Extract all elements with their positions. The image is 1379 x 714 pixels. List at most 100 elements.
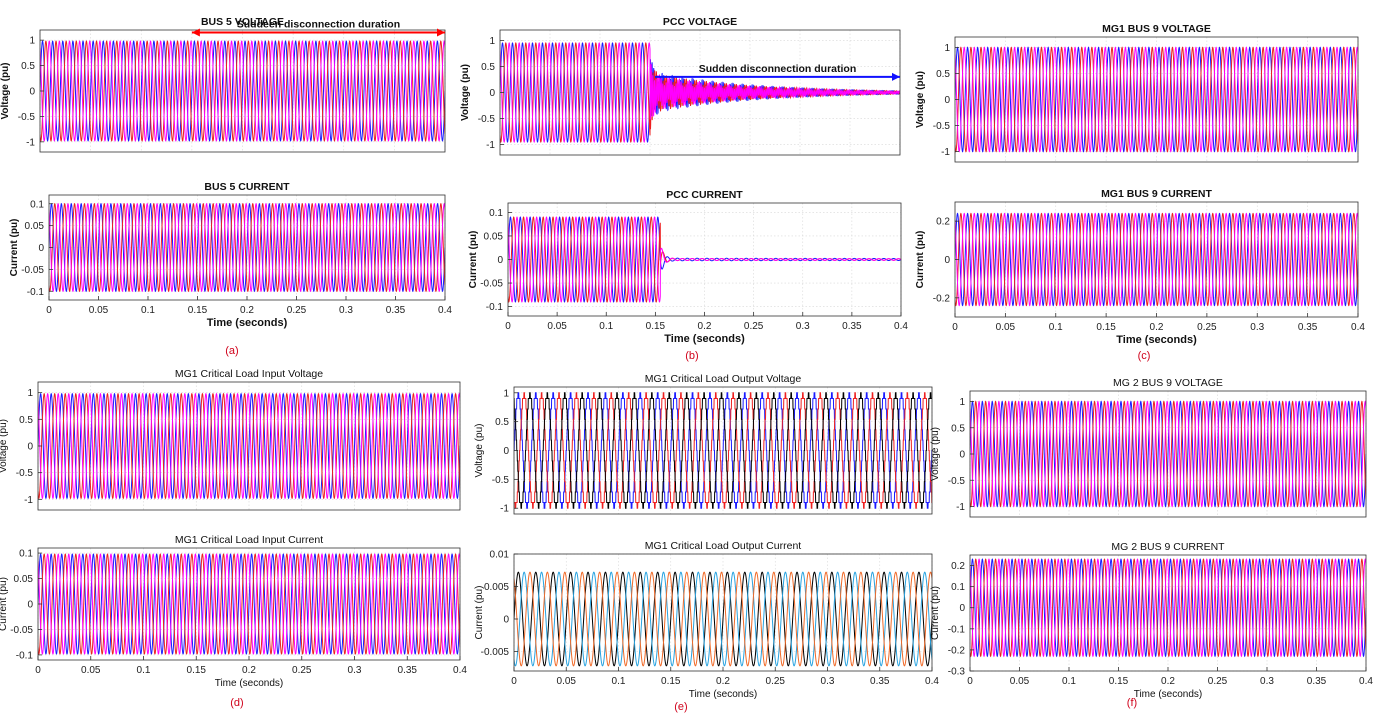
- y-tick-label: -0.005: [481, 647, 510, 658]
- y-tick-label: 0: [38, 243, 44, 254]
- chart-title: PCC CURRENT: [666, 189, 743, 201]
- panel-label-a: (a): [225, 345, 238, 357]
- x-tick-label: 0.25: [292, 665, 312, 676]
- y-tick-label: 0.2: [951, 561, 965, 572]
- x-tick-label: 0.4: [925, 676, 939, 687]
- chart-title: BUS 5 VOLTAGE: [201, 16, 284, 28]
- x-tick-label: 0.15: [1096, 322, 1116, 333]
- x-axis-label: Time (seconds): [1116, 334, 1197, 346]
- x-tick-label: 0.15: [187, 665, 207, 676]
- x-tick-label: 0.3: [796, 321, 810, 332]
- y-tick-label: 0.1: [489, 208, 503, 219]
- y-axis-label: Voltage (pu): [0, 62, 11, 119]
- y-tick-label: 0.05: [484, 231, 504, 242]
- y-tick-label: 1: [959, 397, 965, 408]
- x-tick-label: 0.05: [1010, 676, 1030, 687]
- chart-title: MG1 Critical Load Output Current: [645, 540, 801, 552]
- y-axis-label: Current (pu): [930, 586, 941, 640]
- annotation-text: Sudden disconnection duration: [699, 63, 857, 75]
- x-tick-label: 0: [511, 676, 517, 687]
- x-tick-label: 0.1: [1062, 676, 1076, 687]
- x-axis-label: Time (seconds): [689, 689, 758, 700]
- x-tick-label: 0.35: [842, 321, 862, 332]
- y-axis-label: Current (pu): [915, 231, 926, 289]
- y-tick-label: -0.1: [16, 650, 34, 661]
- series-line-phase-a: [970, 558, 1366, 658]
- y-tick-label: 0.5: [19, 415, 33, 426]
- chart-title: BUS 5 CURRENT: [204, 181, 290, 193]
- x-tick-label: 0.3: [821, 676, 835, 687]
- y-tick-label: -1: [500, 504, 509, 515]
- annotation-arrow: Sudden disconnection duration: [655, 63, 900, 81]
- y-tick-label: 0.01: [490, 550, 510, 561]
- y-tick-label: 0: [959, 450, 965, 461]
- y-tick-label: -0.05: [21, 265, 44, 276]
- x-tick-label: 0.05: [996, 322, 1016, 333]
- y-axis-label: Voltage (pu): [930, 427, 941, 481]
- y-tick-label: 0.1: [30, 199, 44, 210]
- x-tick-label: 0.4: [438, 305, 452, 316]
- series-line-phase-a: [40, 40, 445, 142]
- y-tick-label: -0.5: [16, 468, 34, 479]
- series-line-phase-c: [970, 558, 1366, 658]
- y-tick-label: 0.5: [951, 423, 965, 434]
- x-axis-label: Time (seconds): [207, 317, 288, 329]
- x-tick-label: 0.05: [557, 676, 577, 687]
- y-tick-label: 0.5: [481, 62, 495, 73]
- y-tick-label: -0.1: [486, 302, 504, 313]
- series-line-phase-a: [38, 553, 460, 655]
- y-axis-label: Voltage (pu): [0, 419, 9, 473]
- chart-f_top: -1 -0.5 0 0.5 1 MG 2 BUS 9 VOLTAGE Voltage (pu…: [930, 377, 1367, 518]
- y-tick-label: -1: [26, 137, 35, 148]
- x-tick-label: 0.4: [1351, 322, 1365, 333]
- x-tick-label: 0.05: [547, 321, 567, 332]
- series-line-phase-a: [38, 392, 460, 500]
- chart-c_bot: -0.2 0 0.2 0 0.05 0.1 0.15 0.2 0.25 0.3 0.35 0.4 MG1…: [915, 188, 1365, 346]
- y-tick-label: 1: [489, 36, 495, 47]
- series-line-phase-c: [500, 42, 900, 143]
- x-tick-label: 0.3: [1250, 322, 1264, 333]
- y-axis-label: Voltage (pu): [915, 71, 926, 128]
- chart-d_top: -1 -0.5 0 0.5 1 MG1 Critical Load Input Volta…: [0, 368, 461, 511]
- x-tick-label: 0.1: [137, 665, 151, 676]
- series-line-phase-c: [955, 212, 1358, 307]
- series-line-phase-b: [955, 46, 1358, 153]
- y-tick-label: 0: [27, 600, 33, 611]
- chart-e_bot: -0.005 0 0.005 0.01 0 0.05 0.1 0.15 0.2 0.25 0.3 0.…: [474, 540, 939, 700]
- y-tick-label: 0: [944, 255, 950, 266]
- x-tick-label: 0.3: [1260, 676, 1274, 687]
- y-tick-label: -0.1: [948, 624, 966, 635]
- chart-a_bot: -0.1 -0.05 0 0.05 0.1 0 0.05 0.1 0.15 0.2 0.25 0.3 0…: [9, 181, 452, 329]
- y-tick-label: 0: [27, 442, 33, 453]
- x-tick-label: 0.15: [661, 676, 681, 687]
- series-line-phase-c: [955, 46, 1358, 153]
- y-tick-label: 0: [959, 603, 965, 614]
- x-tick-label: 0: [46, 305, 52, 316]
- x-tick-label: 0.3: [348, 665, 362, 676]
- panel-label-e: (e): [674, 701, 687, 713]
- x-tick-label: 0.2: [1161, 676, 1175, 687]
- y-tick-label: -1: [941, 147, 950, 158]
- chart-title: MG1 BUS 9 VOLTAGE: [1102, 23, 1211, 35]
- x-tick-label: 0.25: [287, 305, 307, 316]
- y-tick-label: -0.05: [480, 279, 503, 290]
- y-tick-label: -0.5: [478, 114, 496, 125]
- chart-a_top: -1 -0.5 0 0.5 1 BUS 5 VOLTAGE Voltage (pu) Sudd…: [0, 16, 446, 153]
- series-line-phase-a: [49, 202, 445, 293]
- y-tick-label: -0.05: [10, 625, 33, 636]
- series-line-phase-b: [970, 400, 1366, 508]
- series-line-phase-a: [970, 400, 1366, 508]
- panel-label-f: (f): [1127, 697, 1137, 709]
- series-line-phase-b: [49, 202, 445, 293]
- x-axis-label: Time (seconds): [215, 678, 284, 689]
- y-tick-label: 0.5: [495, 417, 509, 428]
- y-tick-label: -0.2: [948, 645, 966, 656]
- x-tick-label: 0.25: [1197, 322, 1217, 333]
- y-axis-label: Current (pu): [474, 586, 485, 640]
- series-line-phase-c: [514, 392, 932, 509]
- arrow-head-right: [892, 72, 900, 81]
- series-line-phase-c: [38, 553, 460, 655]
- y-tick-label: 0: [503, 615, 509, 626]
- x-tick-label: 0.35: [386, 305, 406, 316]
- y-tick-label: 0.05: [25, 221, 45, 232]
